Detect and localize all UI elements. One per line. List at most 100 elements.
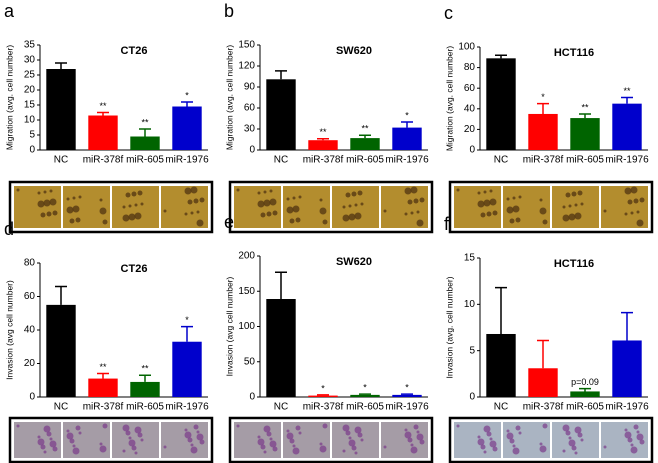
cell-spot [580,438,584,442]
cell-spot [75,217,81,223]
cell-spot [266,211,272,217]
cell-spot [46,431,52,437]
cell-spot [319,198,323,202]
cell-spot [574,212,582,220]
cell-spot [624,431,632,439]
cell-spot [43,450,47,454]
y-tick-label: 150 [238,40,255,51]
cell-spot [190,446,198,454]
cell-spot [539,445,547,453]
cell-spot [263,199,271,207]
significance-label: * [321,383,325,393]
cell-spot [636,210,640,214]
cell-spot [49,437,53,441]
cell-spot [286,429,290,433]
micrograph [454,422,501,458]
cell-spot [128,436,132,440]
cell-spot [187,437,193,443]
cell-spot [66,429,70,433]
x-tick-label: miR-605 [346,155,384,166]
micrograph [234,186,281,228]
cell-spot [43,190,47,194]
cell-spot [630,186,638,194]
x-tick-label: NC [494,402,508,413]
x-tick-label: miR-605 [126,155,164,166]
cell-spot [577,432,583,438]
cell-spot [236,188,240,192]
cell-spot [286,432,294,440]
cell-spot [562,424,570,432]
cell-spot [404,431,412,439]
cell-spot [630,446,638,454]
cell-spot [134,203,138,207]
y-axis-label: Migration (avg. cell number) [4,45,14,151]
error-bar [317,394,329,396]
panel-letter: d [4,219,14,239]
cell-spot [37,438,45,446]
cell-spot [477,191,481,195]
bar [486,333,516,397]
cell-spot [354,212,362,220]
cell-spot [565,430,571,436]
cell-spot [480,444,486,450]
cell-spot [413,424,419,430]
cell-spot [184,187,192,195]
y-tick-label: 60 [464,83,476,94]
significance-label: ** [581,102,589,112]
cell-spot [515,425,521,431]
y-tick-label: 0 [469,392,475,403]
cell-spot [636,433,644,441]
significance-label: * [185,315,189,325]
cell-spot [577,190,583,196]
cell-spot [419,197,425,203]
y-tick-label: 0 [29,392,35,403]
cell-spot [580,202,584,206]
x-tick-label: NC [54,155,68,166]
cell-spot [131,445,137,451]
cell-spot [492,446,498,452]
x-tick-label: miR-1976 [165,402,209,413]
cell-spot [489,189,493,193]
cell-spot [342,449,346,453]
cell-spot [539,442,543,446]
y-tick-label: 0 [249,145,255,156]
panel-letter: c [444,3,453,23]
bar [308,140,338,150]
y-tick-label: 20 [24,358,36,369]
cell-spot [354,426,362,434]
micrograph [454,186,501,228]
cell-spot [509,438,515,444]
significance-label: * [541,92,545,102]
x-tick-label: miR-1976 [385,155,429,166]
cell-spot [477,438,485,446]
cell-spot [196,433,204,441]
cell-spot [603,209,607,213]
micrograph [14,422,61,458]
cell-spot [404,212,408,216]
cell-spot [72,444,76,448]
error-bar [181,101,193,107]
cell-spot [351,191,357,197]
error-bar [275,70,287,80]
bar [266,79,296,150]
cell-spot [342,424,350,432]
cell-spot [163,445,167,449]
cell-spot [492,210,498,216]
bar [528,113,558,150]
cell-spot [539,207,547,215]
cell-spot [404,187,412,195]
cell-spot [128,204,132,208]
y-tick-label: 25 [24,70,36,81]
y-tick-label: 100 [458,42,475,53]
x-tick-label: NC [274,155,288,166]
y-tick-label: 35 [24,40,36,51]
cell-spot [542,219,548,225]
cell-spot [66,432,74,440]
cell-spot [518,431,522,435]
cell-spot [40,212,46,218]
cell-spot [342,214,350,222]
error-bar [495,54,507,59]
cell-spot [477,200,485,208]
cell-spot [190,186,198,194]
